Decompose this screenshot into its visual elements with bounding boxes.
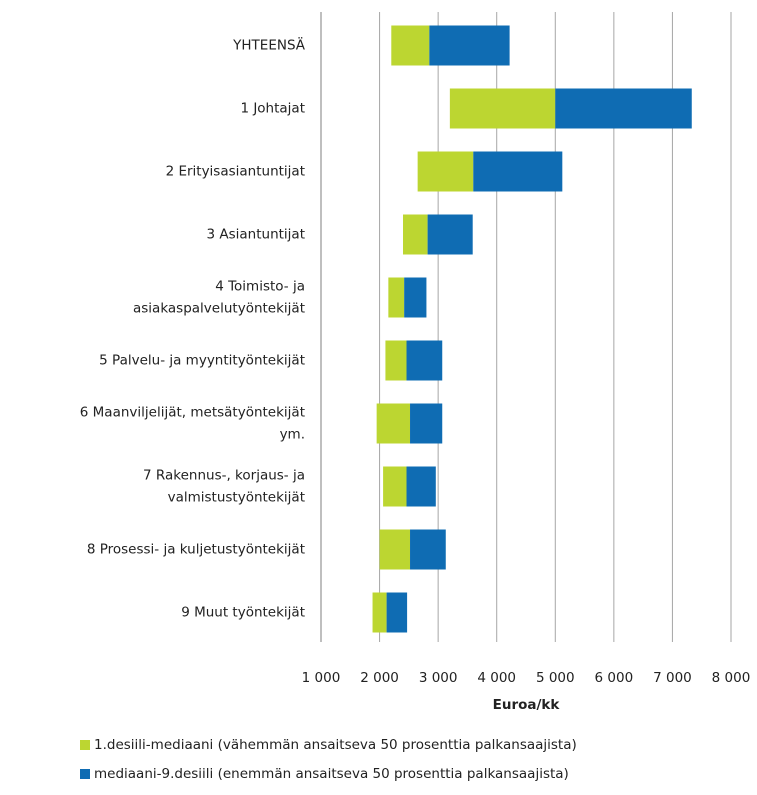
x-tick-label: 2 000 (360, 670, 399, 686)
x-axis-title: Euroa/kk (493, 697, 561, 713)
bar-segment (391, 25, 430, 66)
bar-segment (410, 529, 446, 570)
y-tick-label: 3 Asiantuntijat (207, 227, 306, 243)
y-tick-label: YHTEENSÄ (232, 36, 306, 54)
bar-segment (379, 529, 411, 570)
bar-segment (417, 151, 474, 192)
y-tick-label: 8 Prosessi- ja kuljetustyöntekijät (87, 542, 305, 558)
x-tick-label: 8 000 (712, 670, 751, 686)
bar-segment (406, 340, 443, 381)
bar-segment (403, 214, 428, 255)
y-tick-label-line: ym. (280, 427, 305, 443)
x-tick-label: 3 000 (419, 670, 458, 686)
bar-segment (386, 592, 408, 633)
y-tick-label-line: valmistustyöntekijät (168, 490, 305, 506)
y-tick-label-line: 6 Maanviljelijät, metsätyöntekijät (80, 405, 305, 421)
x-tick-label: 4 000 (477, 670, 516, 686)
x-tick-label: 1 000 (302, 670, 341, 686)
bar-segment (383, 466, 407, 507)
bar-segment (555, 88, 692, 129)
legend-label: mediaani-9.desiili (enemmän ansaitseva 5… (94, 766, 569, 782)
bar-segment (410, 403, 443, 444)
legend-swatch (80, 769, 90, 779)
y-tick-label: 2 Erityisasiantuntijat (166, 164, 305, 180)
y-tick-label: 4 Toimisto- ja asiakaspalvelutyöntekijät (133, 279, 305, 317)
bar-segment (427, 214, 473, 255)
bar-segment (406, 466, 436, 507)
legend-swatch (80, 740, 90, 750)
y-tick-label: 7 Rakennus-, korjaus- ja valmistustyöntek… (143, 468, 305, 506)
y-tick-label: 5 Palvelu- ja myyntityöntekijät (99, 353, 305, 369)
bar-segment (429, 25, 510, 66)
y-tick-label: 1 Johtajat (240, 101, 305, 117)
bar-segment (473, 151, 563, 192)
y-tick-label: 9 Muut työntekijät (181, 605, 305, 621)
x-tick-label: 5 000 (536, 670, 575, 686)
bar-segment (385, 340, 407, 381)
bar-segment (449, 88, 556, 129)
bar-segment (372, 592, 387, 633)
x-tick-label: 7 000 (653, 670, 692, 686)
y-tick-label-line: 7 Rakennus-, korjaus- ja (143, 468, 305, 484)
y-tick-label-line: 4 Toimisto- ja (215, 279, 305, 295)
legend-label: 1.desiili-mediaani (vähemmän ansaitseva … (94, 737, 577, 753)
y-tick-label-line: asiakaspalvelutyöntekijät (133, 301, 305, 317)
bar-segment (376, 403, 411, 444)
y-tick-label: 6 Maanviljelijät, metsätyöntekijät ym. (80, 405, 305, 443)
bar-segment (388, 277, 405, 318)
x-tick-label: 6 000 (595, 670, 634, 686)
bar-segment (404, 277, 427, 318)
